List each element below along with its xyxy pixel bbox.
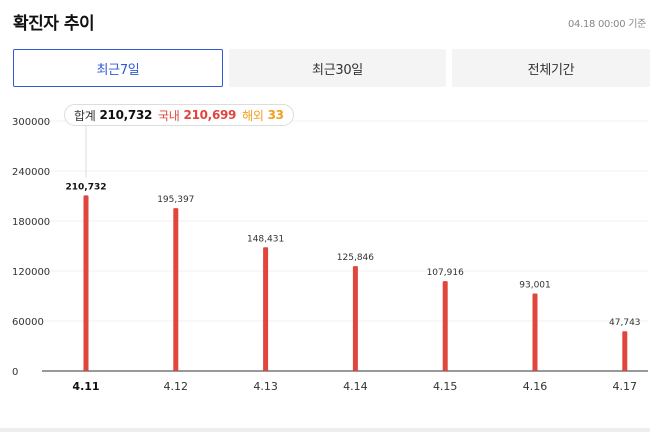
y-tick-label: 240000 (12, 167, 50, 178)
x-tick-label: 4.16 (523, 380, 548, 393)
x-tick-label: 4.11 (72, 380, 99, 393)
bar-value-label: 148,431 (247, 234, 284, 244)
confirmed-cases-bar-chart: 0 60000 120000 180000 240000 300000 210,732 4.1… (12, 117, 648, 393)
y-tick-label: 120000 (12, 267, 50, 278)
bar-value-label: 125,846 (337, 253, 374, 263)
tooltip-total-value: 210,732 (99, 108, 153, 122)
y-tick-label: 180000 (12, 217, 50, 228)
x-tick-label: 4.15 (433, 380, 458, 393)
tab-recent-7-days[interactable]: 최근7일 (13, 49, 223, 87)
y-tick-label: 300000 (12, 117, 50, 128)
y-tick-label: 0 (12, 367, 18, 378)
tab-recent-30-days[interactable]: 최근30일 (229, 49, 446, 87)
bar-value-label: 210,732 (66, 182, 107, 192)
x-tick-label: 4.14 (343, 380, 368, 393)
bar-value-label: 195,397 (157, 195, 194, 205)
tooltip-domestic-value: 210,699 (183, 108, 237, 122)
x-tick-label: 4.13 (253, 380, 278, 393)
bar (83, 195, 89, 371)
x-tick-label: 4.12 (164, 380, 189, 393)
bar (263, 247, 269, 371)
tooltip-total-label: 합계 (74, 108, 96, 123)
bar (173, 208, 179, 371)
y-tick-label: 60000 (12, 317, 44, 328)
bar (352, 266, 358, 371)
tab-all-period[interactable]: 전체기간 (452, 49, 650, 87)
page-title: 확진자 추이 (13, 14, 95, 34)
bar (622, 331, 628, 371)
bar-value-label: 47,743 (609, 318, 641, 328)
bottom-divider (0, 428, 650, 432)
bar-value-label: 93,001 (519, 280, 551, 290)
tooltip-domestic-label: 국내 (158, 108, 180, 123)
selected-day-tooltip: 합계 210,732 국내 210,699 해외 33 (64, 104, 294, 126)
tooltip-overseas-label: 해외 (242, 108, 264, 123)
bar (532, 293, 538, 371)
bar-value-label: 107,916 (427, 268, 464, 278)
bar (442, 281, 448, 371)
tooltip-overseas-value: 33 (267, 108, 284, 122)
x-tick-label: 4.17 (613, 380, 638, 393)
period-tabs: 최근7일 최근30일 전체기간 (13, 49, 650, 87)
update-timestamp: 04.18 00:00 기준 (567, 19, 646, 30)
